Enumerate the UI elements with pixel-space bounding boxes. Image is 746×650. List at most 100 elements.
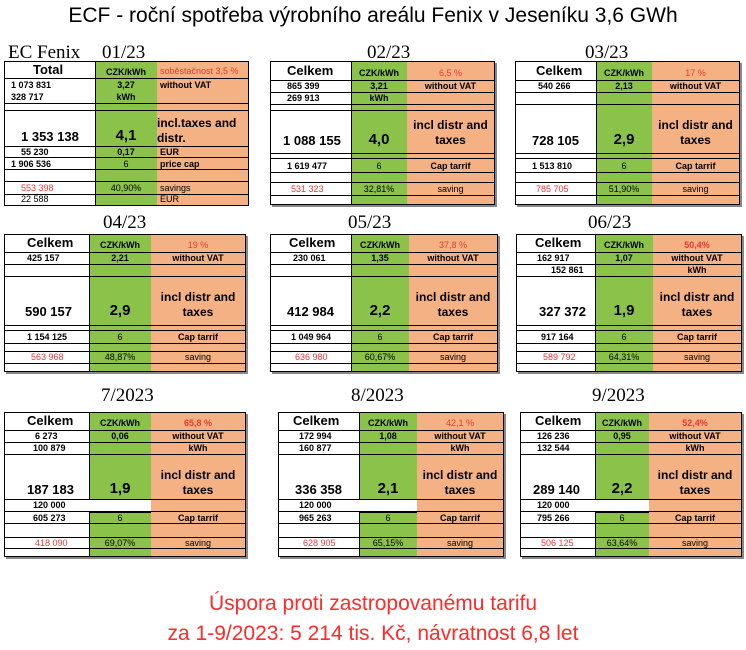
price-without-vat: 3,21 (370, 81, 388, 91)
pct-saving: 63,64% (606, 538, 638, 548)
note-saving: saving (439, 352, 466, 362)
price-header: CZK/kWh (360, 240, 400, 250)
price-header: CZK/kWh (100, 418, 140, 428)
pct-saving: 65,15% (372, 538, 404, 548)
month-table: Celkem CZK/kWh 6,5 % 865 399 3,21 withou… (270, 61, 495, 205)
month-table: Celkem CZK/kWh 65,8 % 6 273 0,06 without… (4, 412, 246, 557)
value-saving: 636 980 (295, 352, 328, 362)
total-price: 1,9 (109, 480, 131, 497)
value-saving: 628 905 (303, 538, 336, 548)
pct-saving: 64,31% (608, 352, 640, 362)
price-header: CZK/kWh (359, 68, 399, 78)
note-saving: saving (184, 352, 211, 362)
pct-saving: 69,07% (104, 538, 136, 548)
value-cap: 1 154 125 (27, 332, 68, 342)
price-without-vat: 2,13 (615, 81, 633, 91)
note-cap: Cap tarrif (430, 161, 471, 171)
self-sufficiency: 17 % (685, 68, 706, 78)
month-label: 03/23 (585, 42, 629, 63)
unit-kwh: kWh (116, 92, 136, 102)
total-price: 2,1 (377, 480, 399, 497)
value-saving: 563 968 (31, 352, 64, 362)
summary-line-2: za 1-9/2023: 5 214 tis. Kč, návratnost 6… (167, 622, 579, 645)
price-header: CZK/kWh (602, 418, 642, 428)
self-sufficiency: 6,5 % (438, 68, 462, 78)
value-saving: 589 792 (543, 352, 576, 362)
value-without-vat: 6 273 (35, 431, 58, 441)
note-cap: Cap tarrif (177, 513, 218, 523)
price-cap: 6 (117, 513, 123, 523)
price-without-vat: 3,27 (117, 80, 135, 90)
value-without-vat: 865 399 (287, 81, 320, 91)
value-extra: 120 000 (537, 500, 570, 510)
price-header: CZK/kWh (106, 67, 146, 77)
note-cap: price cap (160, 159, 200, 169)
total-note: incl.taxes and distr. (157, 116, 237, 145)
self-sufficiency: 65,8 % (183, 418, 213, 428)
price-cap: 6 (377, 332, 383, 342)
value-kwh: 160 877 (299, 443, 332, 453)
price-without-vat: 1,35 (371, 253, 389, 263)
unit-kwh: kWh (687, 265, 707, 275)
note-saving: saving (681, 538, 708, 548)
self-sufficiency: 42,1 % (445, 418, 475, 428)
self-sufficiency: 37,8 % (438, 240, 468, 250)
value-saving: 506 125 (541, 538, 574, 548)
value-cap: 605 273 (33, 513, 66, 523)
value-extra: 120 000 (33, 500, 66, 510)
value-cap: 1 906 536 (11, 159, 52, 169)
note-saving: saving (184, 538, 211, 548)
pct-saving: 48,87% (104, 352, 136, 362)
price-without-vat: 1,08 (379, 431, 397, 441)
value-kwh: 152 861 (551, 265, 584, 275)
note-saving: saving (437, 184, 464, 194)
self-sufficiency: soběstačnost 3,5 % (160, 66, 239, 76)
note-without-vat: without VAT (160, 80, 212, 90)
month-table: Celkem CZK/kWh 42,1 % 172 994 1,08 witho… (278, 412, 504, 557)
note-without-vat: without VAT (172, 431, 224, 441)
total-price: 2,9 (109, 302, 131, 319)
total-note: incl distr and taxes (415, 290, 491, 319)
value-cap: 1 513 810 (532, 161, 573, 171)
price-header: CZK/kWh (604, 68, 644, 78)
month-label: 9/2023 (592, 385, 645, 406)
note-cap: Cap tarrif (674, 513, 715, 523)
price-cap: 6 (376, 161, 382, 171)
note-cap: Cap tarrif (432, 332, 473, 342)
note-saving: saving (682, 184, 709, 194)
total-note: incl distr and taxes (160, 468, 236, 497)
month-label: 02/23 (367, 42, 411, 63)
price-header: CZK/kWh (604, 240, 644, 250)
price-cap: 6 (117, 332, 123, 342)
unit-kwh: kWh (685, 443, 705, 453)
value-eur: 55 230 (21, 147, 49, 157)
total-note: incl distr and taxes (413, 118, 488, 147)
price-header: CZK/kWh (368, 418, 408, 428)
value-cap: 1 049 964 (291, 332, 332, 342)
value-kwh: 132 544 (537, 443, 570, 453)
total-value: 289 140 (533, 482, 580, 497)
unit-kwh: kWh (450, 443, 470, 453)
value-without-vat: 1 073 831 (11, 80, 52, 90)
self-sufficiency: 52,4% (682, 418, 708, 428)
price-cap: 6 (621, 332, 627, 342)
value-kwh: 328 717 (11, 92, 44, 102)
price-eur: 0,17 (117, 147, 135, 157)
value-cap: 795 266 (537, 513, 570, 523)
unit-kwh: kWh (369, 93, 389, 103)
table-header: Celkem (535, 235, 582, 250)
pct-saving: 60,67% (364, 352, 396, 362)
value-saving: 418 090 (35, 538, 68, 548)
pct-saving: 51,90% (608, 184, 640, 194)
price-without-vat: 1,07 (615, 253, 633, 263)
total-note: incl distr and taxes (658, 118, 733, 147)
total-value: 590 157 (25, 304, 72, 319)
note-cap: Cap tarrif (676, 332, 717, 342)
total-price: 2,2 (369, 302, 391, 319)
month-label: 06/23 (588, 212, 632, 233)
unit-kwh: kWh (188, 443, 208, 453)
total-value: 728 105 (532, 133, 579, 148)
note-without-vat: without VAT (671, 253, 723, 263)
note-saving: savings (160, 183, 191, 193)
total-note: incl distr and taxes (160, 290, 236, 319)
